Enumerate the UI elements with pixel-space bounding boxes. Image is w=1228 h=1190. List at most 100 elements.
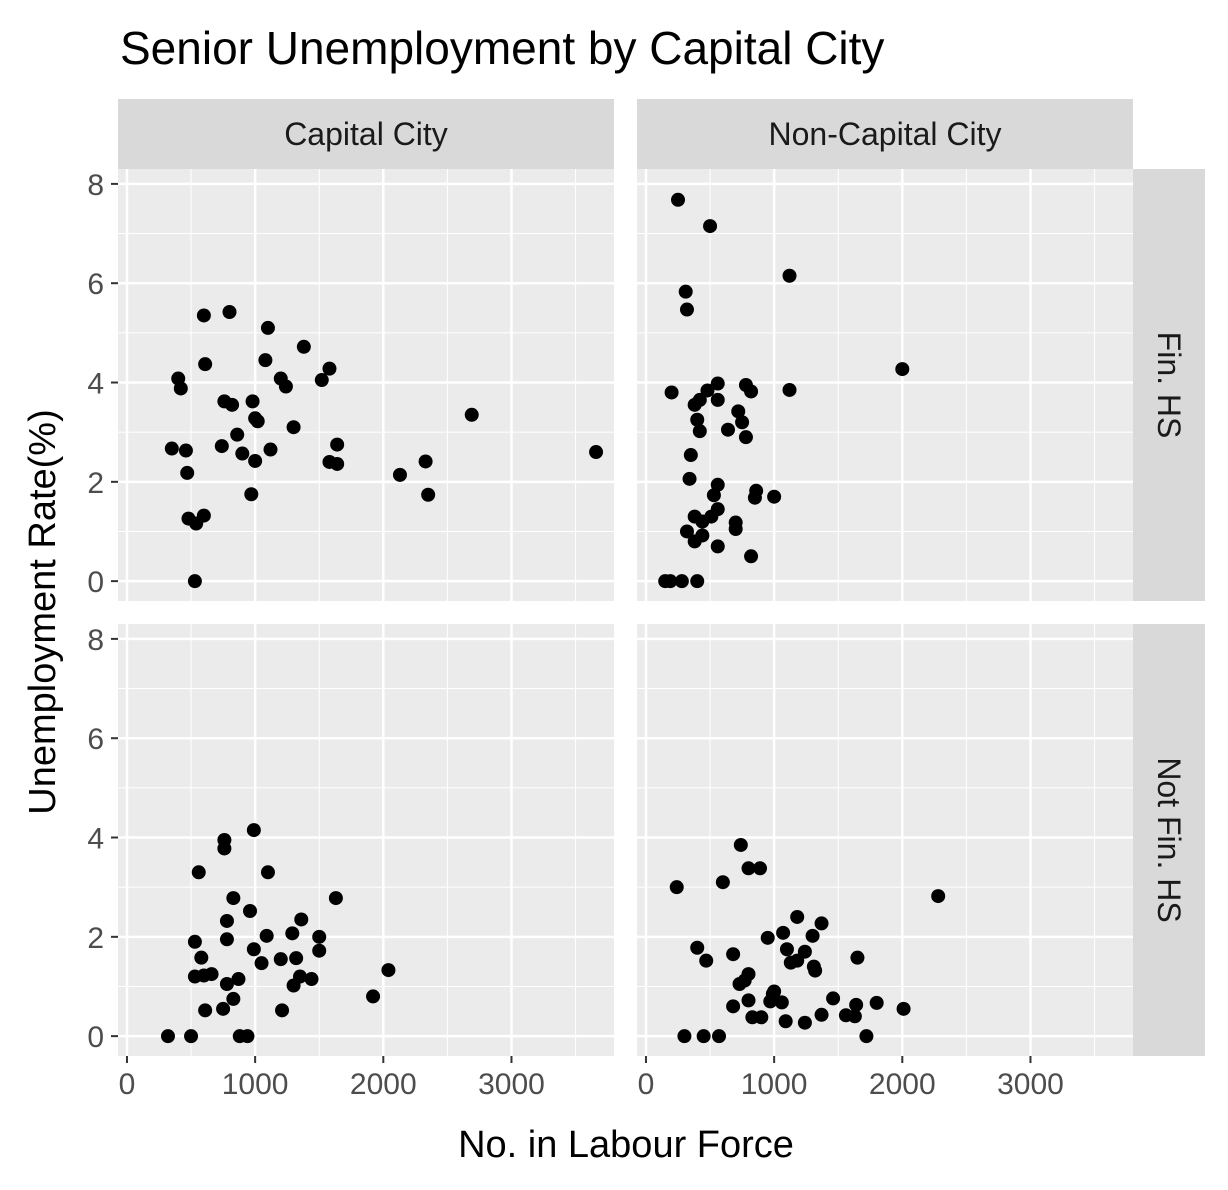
data-point (808, 963, 823, 978)
y-tick-label: 6 (87, 268, 104, 301)
data-point (187, 574, 202, 589)
data-point (214, 439, 229, 454)
data-point (767, 489, 782, 504)
data-point (219, 977, 234, 991)
data-point (790, 953, 805, 968)
data-point (669, 880, 684, 895)
data-point (260, 865, 275, 880)
data-point (663, 574, 678, 589)
data-point (710, 539, 725, 554)
data-point (216, 1001, 231, 1016)
data-point (273, 952, 288, 967)
data-point (173, 381, 188, 396)
data-point (760, 930, 775, 945)
data-point (678, 284, 693, 299)
data-point (187, 934, 202, 949)
data-point (418, 454, 433, 469)
data-point (184, 1029, 199, 1044)
data-point (847, 1009, 862, 1024)
data-point (895, 362, 910, 377)
panel-2: 0 2 4 6 8 0 1000 2000 3000 (87, 624, 614, 1101)
data-point (198, 357, 213, 372)
data-point (226, 991, 241, 1006)
data-point (246, 942, 261, 957)
data-point (690, 412, 705, 427)
data-point (245, 394, 260, 409)
data-point (196, 508, 211, 523)
data-point (774, 995, 789, 1010)
data-point (814, 916, 829, 931)
facet-strip-col-1 (637, 99, 1133, 169)
data-point (230, 427, 245, 442)
y-tick-label: 4 (87, 823, 104, 856)
data-point (782, 268, 797, 283)
data-point (859, 1029, 874, 1044)
x-axis-label: No. in Labour Force (458, 1124, 794, 1166)
data-point (330, 437, 345, 452)
data-point (160, 1029, 175, 1044)
data-point (712, 1029, 727, 1044)
data-point (226, 891, 241, 906)
data-point (797, 1015, 812, 1030)
data-point (250, 414, 265, 429)
data-point (392, 467, 407, 482)
data-point (275, 1003, 290, 1018)
x-tick-label: 0 (638, 1068, 655, 1101)
data-point (744, 384, 759, 399)
x-tick-label: 0 (119, 1068, 136, 1101)
y-tick-label: 2 (87, 922, 104, 955)
facet-strip-row-label-1: Not Fin. HS (1151, 757, 1187, 922)
data-point (244, 487, 259, 502)
data-point (682, 471, 697, 486)
data-point (671, 192, 686, 207)
data-point (328, 891, 343, 906)
x-tick-label: 2000 (869, 1068, 936, 1101)
data-point (715, 875, 730, 890)
data-point (677, 1029, 692, 1044)
data-point (779, 942, 794, 957)
data-point (248, 453, 263, 468)
data-point (805, 928, 820, 943)
data-point (285, 926, 300, 941)
data-point (679, 302, 694, 317)
data-point (231, 972, 246, 987)
data-point (178, 443, 193, 458)
panel-background (637, 624, 1133, 1056)
facet-strip-col-label-0: Capital City (284, 116, 448, 152)
data-point (217, 841, 232, 856)
y-axis-label: Unemployment Rate(%) (22, 409, 64, 814)
data-point (421, 487, 436, 502)
data-point (744, 549, 759, 564)
data-point (664, 385, 679, 400)
data-point (304, 972, 319, 987)
facet-strip-col-0 (118, 99, 614, 169)
x-tick-label: 1000 (222, 1068, 289, 1101)
data-point (191, 865, 206, 880)
data-point (710, 376, 725, 391)
x-tick-label: 3000 (997, 1068, 1064, 1101)
y-tick-label: 0 (87, 566, 104, 599)
data-point (286, 420, 301, 435)
panel-background (118, 624, 614, 1056)
data-point (754, 1010, 769, 1025)
data-point (243, 904, 258, 919)
data-point (589, 445, 604, 460)
data-point (692, 392, 707, 407)
data-point (240, 1029, 255, 1044)
data-point (296, 339, 311, 354)
data-point (869, 995, 884, 1010)
panel-3: 0 1000 2000 3000 (637, 624, 1133, 1101)
data-point (726, 999, 741, 1014)
data-point (464, 407, 479, 422)
data-point (931, 889, 946, 904)
data-point (196, 308, 211, 323)
facet-strip-row-0 (1133, 169, 1205, 601)
data-point (312, 929, 327, 944)
data-point (706, 488, 721, 503)
y-tick-label: 4 (87, 368, 104, 401)
data-point (726, 947, 741, 962)
data-point (731, 404, 746, 419)
data-point (254, 956, 269, 971)
data-point (690, 940, 705, 955)
x-tick-label: 1000 (741, 1068, 808, 1101)
